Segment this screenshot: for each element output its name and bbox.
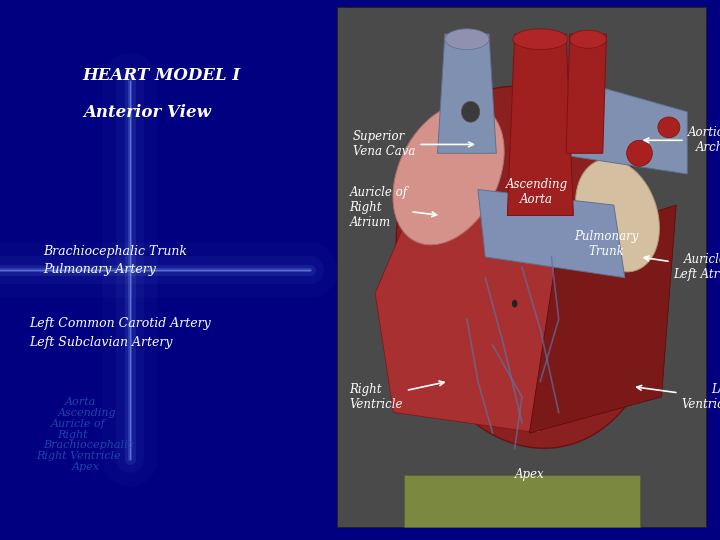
Polygon shape: [405, 475, 639, 526]
Bar: [338, 8, 706, 526]
Ellipse shape: [445, 29, 489, 50]
Text: Brachiocephalic Trunk: Brachiocephalic Trunk: [43, 245, 187, 258]
Text: Right Ventricle: Right Ventricle: [36, 451, 121, 461]
Text: Auricle of
Right
Atrium: Auricle of Right Atrium: [349, 186, 436, 229]
Polygon shape: [566, 34, 606, 153]
Text: Ascending
Aorta: Ascending Aorta: [505, 178, 568, 206]
Text: Right
Ventricle: Right Ventricle: [349, 381, 444, 411]
Text: Apex: Apex: [515, 468, 544, 481]
Text: Left Common Carotid Artery: Left Common Carotid Artery: [29, 318, 210, 330]
Ellipse shape: [575, 159, 660, 272]
Ellipse shape: [570, 30, 606, 48]
Ellipse shape: [626, 140, 652, 166]
Text: Left Subclavian Artery: Left Subclavian Artery: [29, 336, 172, 349]
Text: Pulmonary
Trunk: Pulmonary Trunk: [575, 230, 639, 258]
Text: Auricle of: Auricle of: [50, 419, 105, 429]
Text: Right: Right: [58, 430, 89, 440]
Text: HEART MODEL I: HEART MODEL I: [83, 68, 241, 84]
Polygon shape: [540, 70, 687, 174]
Text: Superior
Vena Cava: Superior Vena Cava: [353, 131, 473, 158]
Ellipse shape: [512, 300, 518, 307]
FancyBboxPatch shape: [338, 8, 706, 526]
Polygon shape: [478, 190, 625, 278]
Text: Aortic
Arch: Aortic Arch: [644, 126, 720, 154]
Text: Brachiocephalic: Brachiocephalic: [43, 441, 134, 450]
Text: Apex: Apex: [72, 462, 100, 472]
Text: Left
Ventricle: Left Ventricle: [636, 383, 720, 411]
Text: Anterior View: Anterior View: [83, 104, 211, 121]
Ellipse shape: [396, 86, 662, 448]
Ellipse shape: [658, 117, 680, 138]
Polygon shape: [375, 190, 559, 433]
Ellipse shape: [393, 103, 504, 245]
Polygon shape: [438, 34, 496, 153]
Polygon shape: [529, 205, 676, 433]
Text: Ascending: Ascending: [58, 408, 116, 418]
Polygon shape: [508, 34, 573, 215]
Ellipse shape: [513, 29, 568, 50]
Text: Auricle of
Left Atrium: Auricle of Left Atrium: [644, 253, 720, 281]
Text: Pulmonary Artery: Pulmonary Artery: [43, 264, 156, 276]
Text: Aorta: Aorta: [65, 397, 96, 407]
Ellipse shape: [462, 102, 480, 122]
